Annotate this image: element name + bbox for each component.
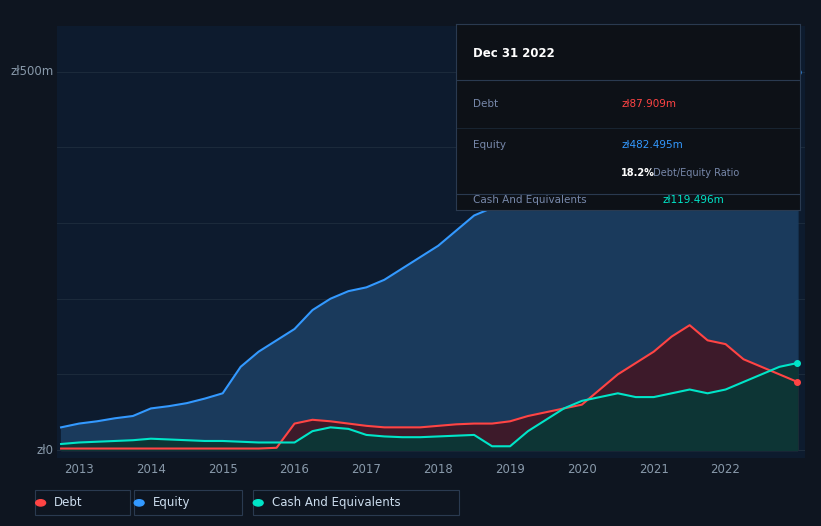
Text: Cash And Equivalents: Cash And Equivalents xyxy=(272,497,401,509)
Text: Debt/Equity Ratio: Debt/Equity Ratio xyxy=(650,168,740,178)
Text: zł119.496m: zł119.496m xyxy=(663,195,724,205)
Text: zł482.495m: zł482.495m xyxy=(621,140,683,150)
Text: Equity: Equity xyxy=(473,140,506,150)
Text: 18.2%: 18.2% xyxy=(621,168,655,178)
Text: zł87.909m: zł87.909m xyxy=(621,99,677,109)
Text: zł500m: zł500m xyxy=(11,65,53,78)
Text: Cash And Equivalents: Cash And Equivalents xyxy=(473,195,586,205)
Text: Equity: Equity xyxy=(153,497,190,509)
Text: Dec 31 2022: Dec 31 2022 xyxy=(473,47,555,60)
Text: zł0: zł0 xyxy=(37,443,53,457)
Text: Debt: Debt xyxy=(54,497,83,509)
Text: Debt: Debt xyxy=(473,99,498,109)
